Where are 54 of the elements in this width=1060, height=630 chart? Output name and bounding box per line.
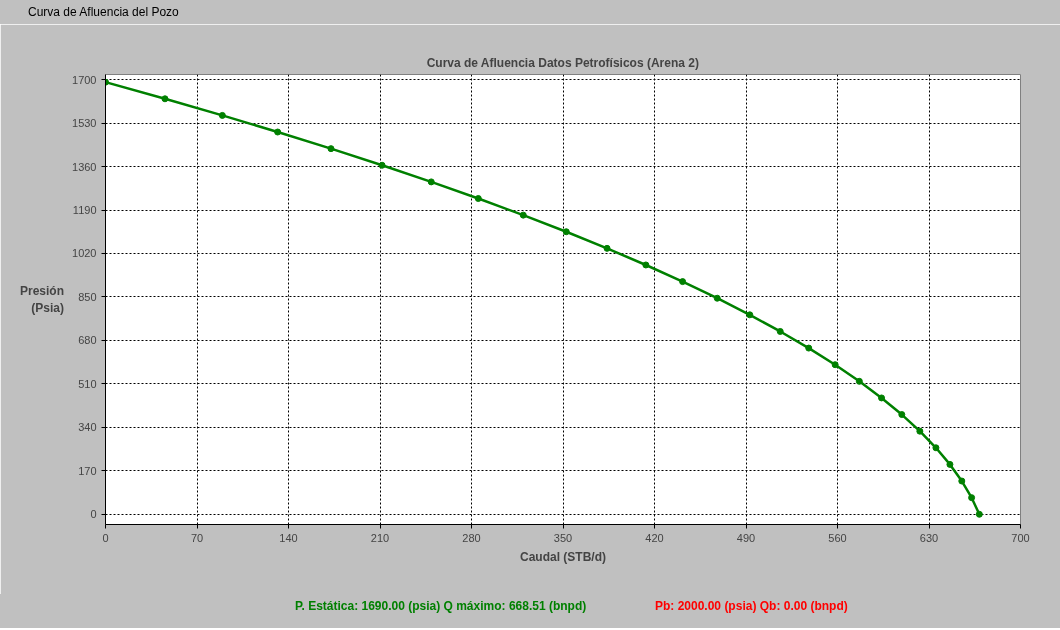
y-axis-title: Presión (Psia) bbox=[20, 284, 65, 315]
point bbox=[898, 411, 906, 419]
point bbox=[713, 294, 721, 302]
x-axis-title: Caudal (STB/d) bbox=[520, 549, 606, 564]
point bbox=[805, 344, 813, 352]
point bbox=[855, 377, 863, 385]
point bbox=[327, 145, 335, 153]
point bbox=[274, 128, 282, 136]
y-tick-label: 1700 bbox=[72, 73, 97, 86]
x-tick-label: 350 bbox=[553, 531, 573, 544]
point bbox=[746, 311, 754, 319]
y-tick-label: 850 bbox=[78, 290, 97, 303]
x-tick-label: 280 bbox=[462, 531, 481, 544]
y-tick-label: 1530 bbox=[72, 117, 97, 130]
text: Curva de Afluencia del Pozo bbox=[28, 4, 179, 21]
point bbox=[378, 161, 386, 169]
y-tick-label: 1190 bbox=[72, 204, 97, 217]
point bbox=[958, 477, 966, 485]
point bbox=[642, 261, 650, 269]
y-tick-label: 340 bbox=[78, 421, 97, 434]
x-tick-label: 630 bbox=[919, 531, 939, 544]
point bbox=[562, 228, 570, 236]
x-tick-label: 0 bbox=[102, 531, 109, 544]
point bbox=[603, 244, 611, 252]
point bbox=[878, 394, 886, 402]
x-tick-label: 420 bbox=[645, 531, 664, 544]
x-tick-label: 490 bbox=[736, 531, 756, 544]
text: P. Estática: 1690.00 (psia) Q máximo: 668.51 (bnpd) bbox=[295, 598, 587, 615]
chart-title: Curva de Afluencia Datos Petrofísicos (Arena 2) bbox=[426, 55, 699, 70]
point bbox=[968, 494, 976, 502]
x-tick-label: 210 bbox=[370, 531, 390, 544]
point bbox=[975, 510, 983, 518]
point bbox=[218, 111, 226, 119]
text: Pb: 2000.00 (psia) Qb: 0.00 (bnpd) bbox=[655, 598, 848, 615]
point bbox=[519, 211, 527, 219]
point bbox=[427, 178, 435, 186]
point bbox=[161, 95, 169, 103]
y-tick-label: 1360 bbox=[72, 160, 97, 173]
y-tick-label: 680 bbox=[78, 334, 97, 347]
x-tick-label: 700 bbox=[1011, 531, 1030, 544]
point bbox=[831, 361, 839, 369]
y-tick-label: 0 bbox=[90, 508, 97, 521]
point bbox=[932, 444, 940, 452]
point bbox=[474, 195, 482, 202]
y-tick-label: 510 bbox=[78, 377, 97, 390]
point bbox=[916, 427, 924, 435]
point bbox=[679, 278, 687, 286]
x-tick-label: 140 bbox=[279, 531, 298, 544]
x-tick-label: 560 bbox=[828, 531, 847, 544]
point bbox=[946, 460, 954, 468]
y-tick-label: 1020 bbox=[72, 247, 97, 260]
y-tick-label: 170 bbox=[78, 464, 97, 477]
x-tick-label: 70 bbox=[190, 531, 204, 544]
point bbox=[776, 327, 784, 335]
